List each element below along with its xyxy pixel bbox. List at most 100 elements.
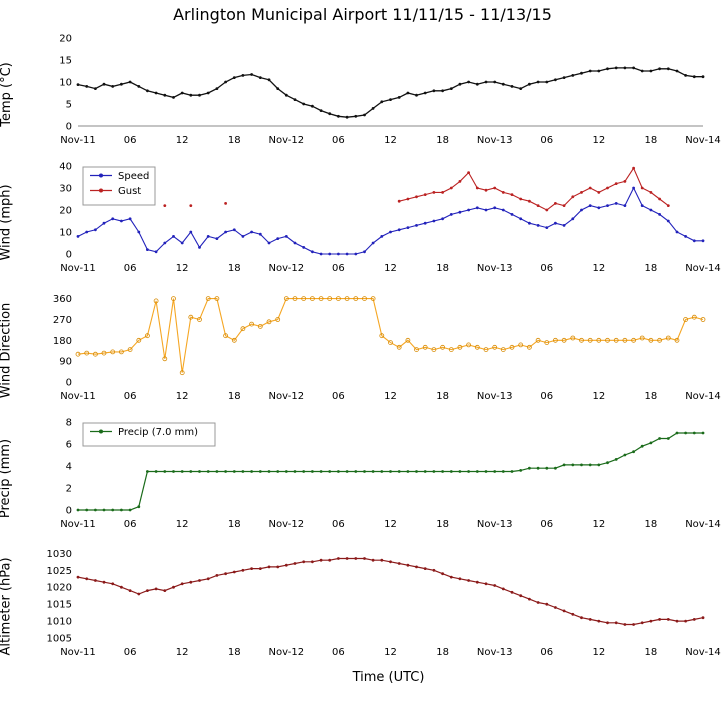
svg-text:06: 06 xyxy=(540,519,553,530)
svg-text:06: 06 xyxy=(124,519,137,530)
svg-text:18: 18 xyxy=(645,519,658,530)
svg-text:18: 18 xyxy=(436,263,449,274)
svg-text:12: 12 xyxy=(592,263,605,274)
svg-text:12: 12 xyxy=(592,519,605,530)
svg-text:06: 06 xyxy=(332,135,345,146)
temp-plot: 0 5 10 15 20 Nov-11 06 12 18 Nov-12 06 12 18 Nov-13 06… xyxy=(59,34,721,147)
svg-text:06: 06 xyxy=(124,135,137,146)
altimeter-subplot: Altimeter (hPa) 1005 1010 1015 1020 1025 1030… xyxy=(0,542,725,670)
svg-text:0: 0 xyxy=(66,122,72,133)
svg-text:12: 12 xyxy=(176,263,189,274)
svg-text:360: 360 xyxy=(53,294,72,305)
svg-text:12: 12 xyxy=(592,647,605,658)
svg-text:0: 0 xyxy=(66,250,72,261)
svg-text:18: 18 xyxy=(228,391,241,402)
svg-text:270: 270 xyxy=(53,315,72,326)
svg-text:Precip (7.0 mm): Precip (7.0 mm) xyxy=(118,427,198,438)
precip-plot: 0 2 4 6 8 Nov-11 06 12 18 Nov-12 06 12 18 Nov-13 06 12 1… xyxy=(60,418,721,531)
svg-text:12: 12 xyxy=(384,263,397,274)
svg-text:6: 6 xyxy=(66,440,72,451)
svg-text:Nov-12: Nov-12 xyxy=(269,391,305,402)
wind-direction-plot: 0 90 180 270 360 Nov-11 06 12 18 Nov-12 06 12 18 Nov-… xyxy=(53,294,721,402)
svg-text:18: 18 xyxy=(645,391,658,402)
svg-text:1005: 1005 xyxy=(47,634,72,645)
svg-text:12: 12 xyxy=(176,519,189,530)
svg-text:1030: 1030 xyxy=(47,549,72,560)
svg-text:06: 06 xyxy=(124,263,137,274)
svg-text:Nov-14: Nov-14 xyxy=(685,263,721,274)
svg-text:0: 0 xyxy=(66,378,72,389)
svg-text:1020: 1020 xyxy=(47,583,72,594)
svg-text:Nov-14: Nov-14 xyxy=(685,647,721,658)
svg-text:8: 8 xyxy=(66,418,72,429)
svg-text:Nov-11: Nov-11 xyxy=(60,519,96,530)
svg-text:Nov-11: Nov-11 xyxy=(60,263,96,274)
svg-text:12: 12 xyxy=(384,135,397,146)
svg-text:Nov-13: Nov-13 xyxy=(477,135,513,146)
svg-text:06: 06 xyxy=(332,519,345,530)
svg-text:Nov-14: Nov-14 xyxy=(685,391,721,402)
svg-text:18: 18 xyxy=(645,647,658,658)
svg-text:06: 06 xyxy=(124,647,137,658)
svg-text:5: 5 xyxy=(66,100,72,111)
svg-text:Nov-11: Nov-11 xyxy=(60,647,96,658)
svg-text:06: 06 xyxy=(332,263,345,274)
svg-text:06: 06 xyxy=(540,135,553,146)
svg-text:10: 10 xyxy=(59,228,72,239)
svg-text:40: 40 xyxy=(59,162,72,173)
svg-text:12: 12 xyxy=(384,647,397,658)
svg-text:30: 30 xyxy=(59,184,72,195)
svg-text:10: 10 xyxy=(59,78,72,89)
svg-text:18: 18 xyxy=(228,135,241,146)
wind-ylabel: Wind (mph) xyxy=(0,183,14,261)
svg-text:06: 06 xyxy=(124,391,137,402)
precip-subplot: Precip (mm) 0 2 4 6 8 Nov-11 06 12 18 Nov-12 06 12 1… xyxy=(0,414,725,542)
svg-text:18: 18 xyxy=(436,519,449,530)
svg-text:Nov-11: Nov-11 xyxy=(60,135,96,146)
x-axis-label: Time (UTC) xyxy=(352,670,425,685)
svg-text:Nov-12: Nov-12 xyxy=(269,135,305,146)
svg-text:90: 90 xyxy=(59,357,72,368)
svg-text:Nov-13: Nov-13 xyxy=(477,263,513,274)
svg-text:12: 12 xyxy=(176,647,189,658)
svg-text:18: 18 xyxy=(228,519,241,530)
temp-subplot: Temp (°C) 0 5 10 15 20 Nov-11 06 12 18 Nov-12 06 12… xyxy=(0,30,725,158)
svg-text:18: 18 xyxy=(228,263,241,274)
svg-text:18: 18 xyxy=(645,263,658,274)
svg-text:18: 18 xyxy=(436,391,449,402)
svg-text:15: 15 xyxy=(59,56,72,67)
svg-text:Nov-12: Nov-12 xyxy=(269,647,305,658)
svg-text:2: 2 xyxy=(66,484,72,495)
svg-text:06: 06 xyxy=(540,647,553,658)
svg-text:Gust: Gust xyxy=(118,186,141,197)
svg-text:06: 06 xyxy=(540,391,553,402)
svg-text:12: 12 xyxy=(384,519,397,530)
svg-text:06: 06 xyxy=(332,391,345,402)
svg-text:20: 20 xyxy=(59,206,72,217)
svg-text:Nov-14: Nov-14 xyxy=(685,519,721,530)
precip-ylabel: Precip (mm) xyxy=(0,438,14,518)
chart-title: Arlington Municipal Airport 11/11/15 - 1… xyxy=(173,5,552,24)
wind-direction-subplot: Wind Direction 0 90 180 270 360 Nov-11 06 12 18 N… xyxy=(0,286,725,414)
svg-text:Nov-13: Nov-13 xyxy=(477,391,513,402)
svg-text:18: 18 xyxy=(228,647,241,658)
svg-text:1015: 1015 xyxy=(47,600,72,611)
svg-text:Speed: Speed xyxy=(118,171,149,182)
svg-text:12: 12 xyxy=(592,135,605,146)
svg-text:06: 06 xyxy=(540,263,553,274)
svg-text:1025: 1025 xyxy=(47,566,72,577)
svg-text:18: 18 xyxy=(645,135,658,146)
svg-text:12: 12 xyxy=(176,135,189,146)
svg-text:12: 12 xyxy=(384,391,397,402)
svg-text:18: 18 xyxy=(436,647,449,658)
svg-text:0: 0 xyxy=(66,506,72,517)
svg-text:Nov-14: Nov-14 xyxy=(685,135,721,146)
svg-text:1010: 1010 xyxy=(47,617,72,628)
svg-text:Nov-13: Nov-13 xyxy=(477,647,513,658)
svg-text:4: 4 xyxy=(66,462,72,473)
altimeter-ylabel: Altimeter (hPa) xyxy=(0,556,14,656)
wind-plot: 0 10 20 30 40 Nov-11 06 12 18 Nov-12 06 12 18 Nov-13 0… xyxy=(59,162,721,275)
temp-ylabel: Temp (°C) xyxy=(0,61,14,127)
wind-direction-ylabel: Wind Direction xyxy=(0,302,14,398)
